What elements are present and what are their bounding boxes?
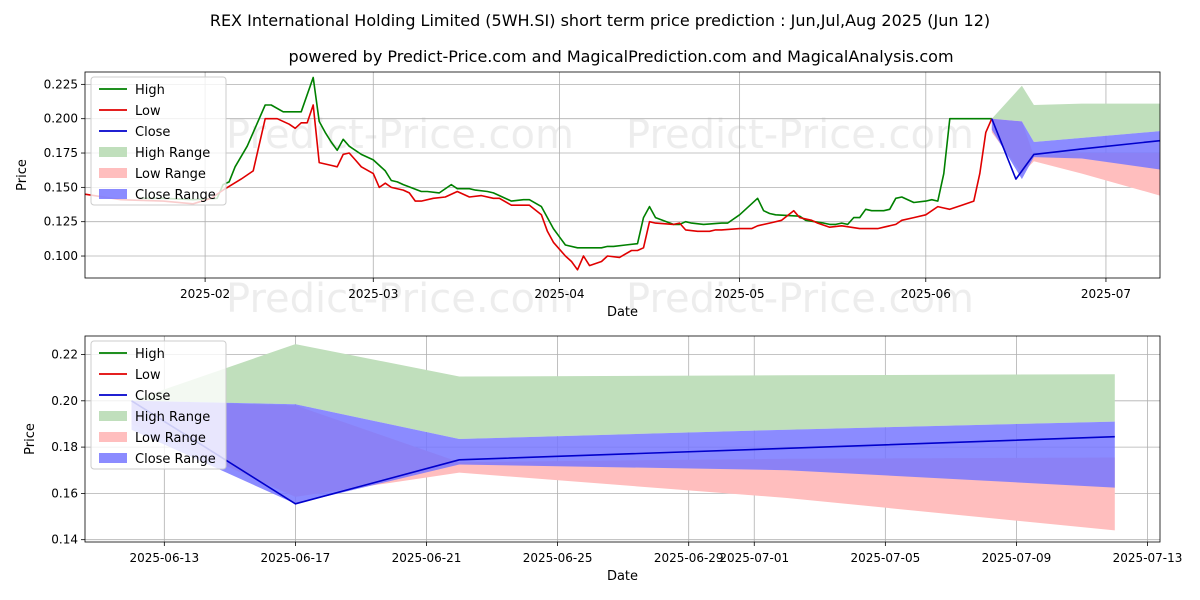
legend-label: Close (135, 125, 170, 140)
high-line (139, 76, 992, 249)
x-tick-label: 2025-07-01 (719, 551, 789, 565)
x-axis-label: Date (607, 305, 638, 320)
x-tick-label: 2025-06-25 (523, 551, 593, 565)
y-axis-label: Price (23, 423, 38, 455)
legend-label: Low Range (135, 431, 206, 446)
high-range-legend-swatch (99, 411, 127, 421)
x-tick-label: 2025-06-17 (261, 551, 331, 565)
legend-label: Close Range (135, 452, 216, 467)
axes-frame (84, 71, 1161, 279)
x-tick-label: 2025-02 (180, 287, 230, 301)
x-tick-label: 2025-07-13 (1113, 551, 1183, 565)
x-tick-label: 2025-07-05 (850, 551, 920, 565)
y-tick-label: 0.200 (44, 112, 78, 126)
x-tick-label: 2025-06 (901, 287, 951, 301)
legend-label: High (135, 83, 165, 98)
legend-label: Close (135, 389, 170, 404)
chart-subtitle: powered by Predict-Price.com and Magical… (288, 47, 953, 66)
y-axis-label: Price (15, 159, 30, 191)
y-tick-label: 0.125 (44, 215, 78, 229)
low-range-legend-swatch (99, 168, 127, 178)
high-range-band (991, 85, 1160, 142)
close-range-band (131, 400, 1115, 504)
y-tick-label: 0.150 (44, 180, 78, 194)
watermark: Predict-Price.com (226, 276, 574, 322)
legend-label: Close Range (135, 188, 216, 203)
legend-label: High Range (135, 410, 210, 425)
high-range-band (131, 344, 1115, 439)
high-range-legend-swatch (99, 147, 127, 157)
legend-label: High Range (135, 146, 210, 161)
x-tick-label: 2025-05 (715, 287, 765, 301)
x-axis-label: Date (607, 569, 638, 584)
chart-title: REX International Holding Limited (5WH.S… (210, 11, 990, 30)
watermark: Predict-Price.com (626, 112, 974, 158)
y-tick-label: 0.225 (44, 77, 78, 91)
x-tick-label: 2025-06-29 (654, 551, 724, 565)
legend-label: Low (135, 104, 161, 119)
y-tick-label: 0.16 (51, 486, 78, 500)
x-tick-label: 2025-06-21 (392, 551, 462, 565)
watermark: Predict-Price.com (626, 276, 974, 322)
y-tick-label: 0.18 (51, 440, 78, 454)
close-line (991, 118, 1161, 180)
y-tick-label: 0.22 (51, 348, 78, 362)
legend-label: Low (135, 368, 161, 383)
y-tick-label: 0.14 (51, 533, 78, 547)
close-range-legend-swatch (99, 453, 127, 463)
bottom-chart: Predict-Price.comPredict-Price.com2025-0… (23, 335, 1183, 584)
y-tick-label: 0.20 (51, 394, 78, 408)
x-tick-label: 2025-03 (348, 287, 398, 301)
low-line (84, 104, 993, 271)
top-chart: Predict-Price.com Predict-Price.com Predic… (15, 71, 1161, 322)
x-tick-label: 2025-06-13 (129, 551, 199, 565)
y-tick-label: 0.175 (44, 146, 78, 160)
x-tick-label: 2025-04 (534, 287, 584, 301)
x-tick-label: 2025-07 (1081, 287, 1131, 301)
low-range-legend-swatch (99, 432, 127, 442)
x-tick-label: 2025-07-09 (982, 551, 1052, 565)
close-range-legend-swatch (99, 189, 127, 199)
watermark: Predict-Price.com (226, 112, 574, 158)
close-line (131, 400, 1115, 505)
y-tick-label: 0.100 (44, 249, 78, 263)
legend-label: Low Range (135, 167, 206, 182)
legend-label: High (135, 347, 165, 362)
axes-frame (84, 335, 1161, 543)
